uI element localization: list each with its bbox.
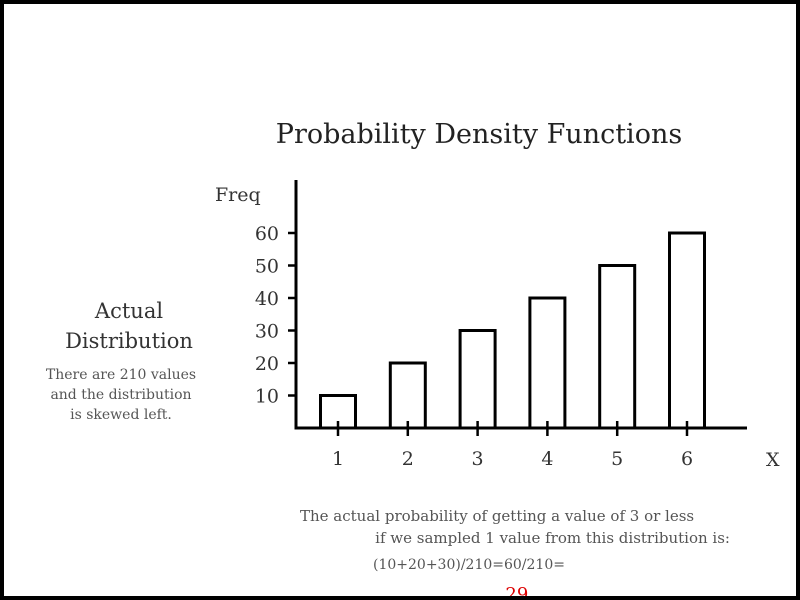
- y-tick-label: 30: [255, 321, 279, 343]
- x-axis-label: X: [766, 449, 780, 471]
- side-note-line1: There are 210 values: [45, 367, 197, 383]
- side-title: Actual Distribution: [44, 296, 214, 356]
- bar: [598, 264, 637, 430]
- y-tick-label: 50: [255, 256, 279, 278]
- footer-line1: The actual probability of getting a valu…: [300, 507, 695, 525]
- x-tick-label: 4: [541, 448, 553, 470]
- y-tick-label: 40: [255, 288, 279, 310]
- y-tick-label: 10: [255, 386, 279, 408]
- x-tick-label: 5: [611, 448, 623, 470]
- bar: [388, 361, 427, 430]
- x-tick-label: 3: [472, 448, 484, 470]
- chart-title: Probability Density Functions: [276, 119, 682, 150]
- x-tick-label: 2: [402, 448, 414, 470]
- side-note: There are 210 values and the distributio…: [26, 365, 216, 425]
- bar: [668, 231, 706, 430]
- y-axis-label: Freq: [215, 184, 261, 206]
- side-note-line3: is skewed left.: [70, 407, 172, 423]
- x-tick-label: 1: [332, 448, 344, 470]
- y-tick-label: 60: [255, 223, 279, 245]
- bar-chart: Probability Density Functions Freq X 10 20 30…: [215, 119, 780, 471]
- bar: [528, 296, 567, 430]
- footer-line2: if we sampled 1 value from this distribu…: [375, 529, 730, 547]
- side-title-line2: Distribution: [65, 329, 193, 353]
- footer-calc: (10+20+30)/210=60/210=: [373, 557, 565, 573]
- x-tick-label: 6: [681, 448, 693, 470]
- side-title-line1: Actual: [94, 299, 164, 323]
- slide: Probability Density Functions Freq X 10 20 30…: [4, 4, 796, 596]
- side-note-line2: and the distribution: [50, 387, 192, 403]
- bar: [458, 329, 497, 430]
- y-tick-label: 20: [255, 353, 279, 375]
- footer-answer: .29: [499, 584, 529, 596]
